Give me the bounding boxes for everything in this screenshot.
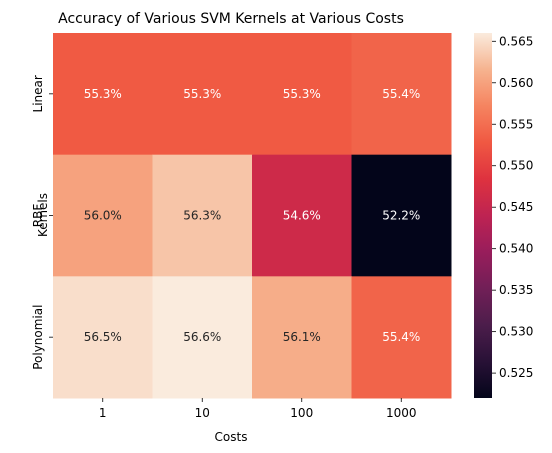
heatmap-cell (152, 276, 253, 399)
heatmap-cell (53, 33, 153, 156)
heatmap-cell (351, 33, 452, 156)
heatmap-cell (252, 276, 352, 399)
chart-title: Accuracy of Various SVM Kernels at Vario… (58, 11, 404, 27)
x-tick-label: 1000 (386, 406, 417, 420)
colorbar-tick-label: 0.540 (499, 242, 533, 256)
y-tick-label: RBF (31, 204, 45, 228)
heatmap-cell (152, 33, 253, 156)
cell-label: 55.3% (283, 87, 321, 101)
x-tick-label: 1 (99, 406, 107, 420)
cell-label: 56.0% (84, 209, 122, 223)
cell-label: 52.2% (382, 209, 420, 223)
heatmap-cells: 55.3% 55.3% 55.3% 55.4% 56.0% 56.3% 54.6% 52.2%… (53, 33, 452, 399)
y-tick-label: Linear (31, 75, 45, 112)
colorbar-tick-label: 0.525 (499, 366, 533, 380)
heatmap-cell (351, 154, 452, 277)
heatmap-cell (53, 154, 153, 277)
cell-label: 55.4% (382, 87, 420, 101)
colorbar-tick-label: 0.545 (499, 200, 533, 214)
cell-label: 55.3% (84, 87, 122, 101)
y-axis: Linear RBF Polynomial (31, 75, 53, 370)
heatmap-cell (152, 154, 253, 277)
colorbar: 0.525 0.530 0.535 0.540 0.545 0.550 0.555 0.560… (474, 33, 533, 398)
colorbar-tick-label: 0.565 (499, 34, 533, 48)
y-tick-label: Polynomial (31, 305, 45, 370)
heatmap-cell (252, 33, 352, 156)
cell-label: 55.3% (183, 87, 221, 101)
colorbar-tick-label: 0.550 (499, 159, 533, 173)
y-axis-label: Kernels (36, 193, 50, 237)
colorbar-tick-label: 0.555 (499, 117, 533, 131)
cell-label: 55.4% (382, 330, 420, 344)
x-axis-label: Costs (215, 430, 248, 444)
cell-label: 56.1% (283, 330, 321, 344)
colorbar-tick-label: 0.535 (499, 283, 533, 297)
cell-label: 56.3% (183, 209, 221, 223)
heatmap-cell (351, 276, 452, 399)
x-tick-label: 100 (290, 406, 313, 420)
cell-label: 56.5% (84, 330, 122, 344)
x-tick-label: 10 (195, 406, 210, 420)
x-axis: 1 10 100 1000 (99, 398, 417, 420)
cell-label: 56.6% (183, 330, 221, 344)
heatmap-cell (53, 276, 153, 399)
colorbar-tick-label: 0.560 (499, 76, 533, 90)
colorbar-gradient (474, 33, 492, 398)
cell-label: 54.6% (283, 209, 321, 223)
heatmap-cell (252, 154, 352, 277)
colorbar-tick-label: 0.530 (499, 325, 533, 339)
